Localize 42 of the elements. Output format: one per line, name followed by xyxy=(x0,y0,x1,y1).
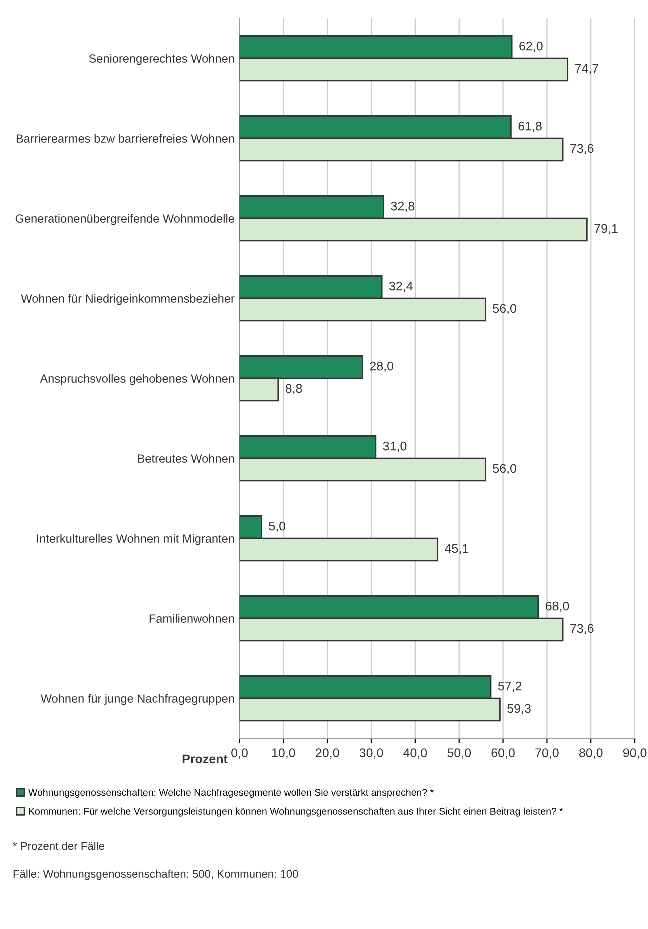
y-tick-label: Anspruchsvolles gehobenes Wohnen xyxy=(40,374,234,386)
data-label: 32,4 xyxy=(389,282,413,292)
data-label: 31,0 xyxy=(383,442,407,452)
y-tick-label: Seniorengerechtes Wohnen xyxy=(89,54,234,66)
y-tick-label: Interkulturelles Wohnen mit Migranten xyxy=(37,534,234,546)
x-tick-label: 20,0 xyxy=(316,748,340,759)
text: Fälle: Wohnungsgenossenschaften: 500, Kommunen: 100 xyxy=(14,870,298,880)
x-tick-label: 80,0 xyxy=(580,748,603,759)
y-tick-label: Generationenübergreifende Wohnmodelle xyxy=(16,214,234,226)
legend-label: Kommunen: Für welche Versorgungsleistungen können Wohnungsgenossenschaften aus Ihrer Sicht einen Beitrag leisten? * xyxy=(29,808,564,817)
x-tick-label: 0,0 xyxy=(232,748,248,759)
data-label: 68,0 xyxy=(546,602,570,612)
x-axis-title: Prozent xyxy=(182,754,228,764)
data-label: 45,1 xyxy=(445,544,468,555)
text: * Prozent der Fälle xyxy=(13,842,104,850)
data-label: 62,0 xyxy=(520,42,543,52)
x-tick-label: 70,0 xyxy=(536,748,559,759)
x-tick-label: 60,0 xyxy=(492,748,515,759)
y-tick-label: Barrierearmes bzw barrierefreies Wohnen xyxy=(16,134,234,143)
x-tick-label: 10,0 xyxy=(272,748,296,759)
data-label: 73,6 xyxy=(570,144,594,155)
y-tick-label: Wohnen für Niedrigeinkommensbezieher xyxy=(21,294,235,306)
data-label: 73,6 xyxy=(570,624,594,635)
data-label: 56,0 xyxy=(493,464,516,475)
x-tick-label: 30,0 xyxy=(360,748,384,759)
data-label: 5,0 xyxy=(269,522,286,532)
data-label: 79,1 xyxy=(594,224,618,235)
data-label: 8,8 xyxy=(286,384,302,395)
data-label: 74,7 xyxy=(575,64,598,75)
x-tick-label: 90,0 xyxy=(623,748,647,759)
x-tick-label: 40,0 xyxy=(404,748,428,759)
data-label: 28,0 xyxy=(370,362,394,372)
data-label: 61,8 xyxy=(518,122,542,132)
legend-label: Wohnungsgenossenschaften: Welche Nachfragesegmente wollen Sie verstärkt ansprechen? * xyxy=(28,788,434,798)
x-tick-label: 50,0 xyxy=(448,748,472,759)
y-tick-label: Wohnen für junge Nachfragegruppen xyxy=(40,694,234,706)
data-label: 56,0 xyxy=(493,304,516,315)
data-label: 59,3 xyxy=(508,704,531,715)
data-label: 32,8 xyxy=(391,202,415,212)
y-tick-label: Familienwohnen xyxy=(150,614,234,623)
data-label: 57,2 xyxy=(498,682,522,692)
y-tick-label: Betreutes Wohnen xyxy=(138,454,234,463)
